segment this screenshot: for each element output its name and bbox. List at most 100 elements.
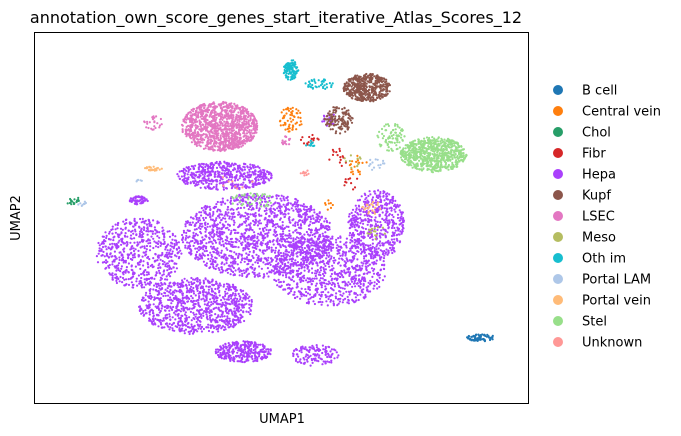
data-point [227,267,230,270]
data-point [210,170,213,173]
data-point [158,320,161,323]
data-point [381,217,384,220]
data-point [245,302,248,305]
data-point [266,272,269,275]
data-point [331,264,334,267]
data-point [197,284,200,287]
data-point [232,169,235,172]
data-point [303,294,306,297]
data-point [201,236,204,239]
data-point [323,262,326,265]
data-point [364,265,367,268]
data-point [176,322,180,325]
data-point [262,236,265,239]
data-point [382,219,386,222]
data-point [241,299,244,303]
data-point [316,229,319,232]
data-point [237,184,240,187]
data-point [231,215,234,218]
data-point [125,278,128,281]
data-point [131,245,134,248]
data-point [287,251,291,254]
data-point [211,330,214,334]
data-point [214,282,218,285]
data-point [298,210,301,213]
data-point [68,201,72,205]
data-point [364,227,367,231]
data-point [205,262,208,265]
data-point [216,200,219,204]
data-point [214,241,218,244]
data-point [290,112,293,115]
data-point [284,213,287,216]
data-point [220,228,223,231]
data-point [279,235,282,238]
data-point [382,267,385,270]
data-point [134,230,137,233]
data-point [262,239,265,242]
data-point [359,285,362,288]
data-point [313,208,316,211]
data-point [237,316,240,319]
data-point [327,280,330,283]
data-point [307,141,310,144]
data-point [479,334,482,337]
data-point [199,164,202,167]
data-point [212,236,215,239]
data-point [237,213,240,216]
data-point [310,248,314,251]
data-point [253,272,256,275]
data-point [154,259,157,262]
data-point [275,279,278,283]
data-point [300,291,303,294]
data-point [359,293,362,296]
data-point [179,249,182,252]
data-point [248,202,251,205]
data-point [122,220,125,223]
data-point [308,293,312,296]
data-point [159,241,162,244]
data-point [226,324,229,327]
data-point [316,243,319,246]
data-point [297,264,300,267]
data-point [204,230,207,233]
data-point [282,252,285,255]
data-point [225,187,228,190]
data-point [329,237,332,240]
data-point [151,321,154,324]
data-point [209,298,212,301]
data-point [284,234,287,237]
data-point [110,273,113,276]
data-point [370,216,373,219]
data-point [171,245,174,248]
data-point [374,223,377,226]
data-point [349,177,352,180]
data-point [286,119,289,122]
data-point [382,260,385,263]
data-point [213,234,216,237]
data-point [368,190,371,193]
data-point [299,272,302,275]
data-point [259,259,262,262]
data-point [194,302,197,306]
data-point [337,302,340,305]
data-point [161,259,164,263]
data-point [147,307,150,310]
data-point [194,247,197,250]
data-point [238,177,241,180]
data-point [237,321,240,324]
data-point [201,285,204,288]
data-point [115,279,118,282]
data-point [148,249,152,252]
data-point [321,254,324,258]
data-point [222,245,225,248]
data-point [313,235,317,238]
data-point [248,303,251,306]
data-point [185,318,188,321]
data-point [284,262,287,265]
data-point [206,214,210,217]
data-point [242,181,245,184]
data-point [224,169,227,172]
data-point [322,268,326,271]
data-point [401,224,404,227]
